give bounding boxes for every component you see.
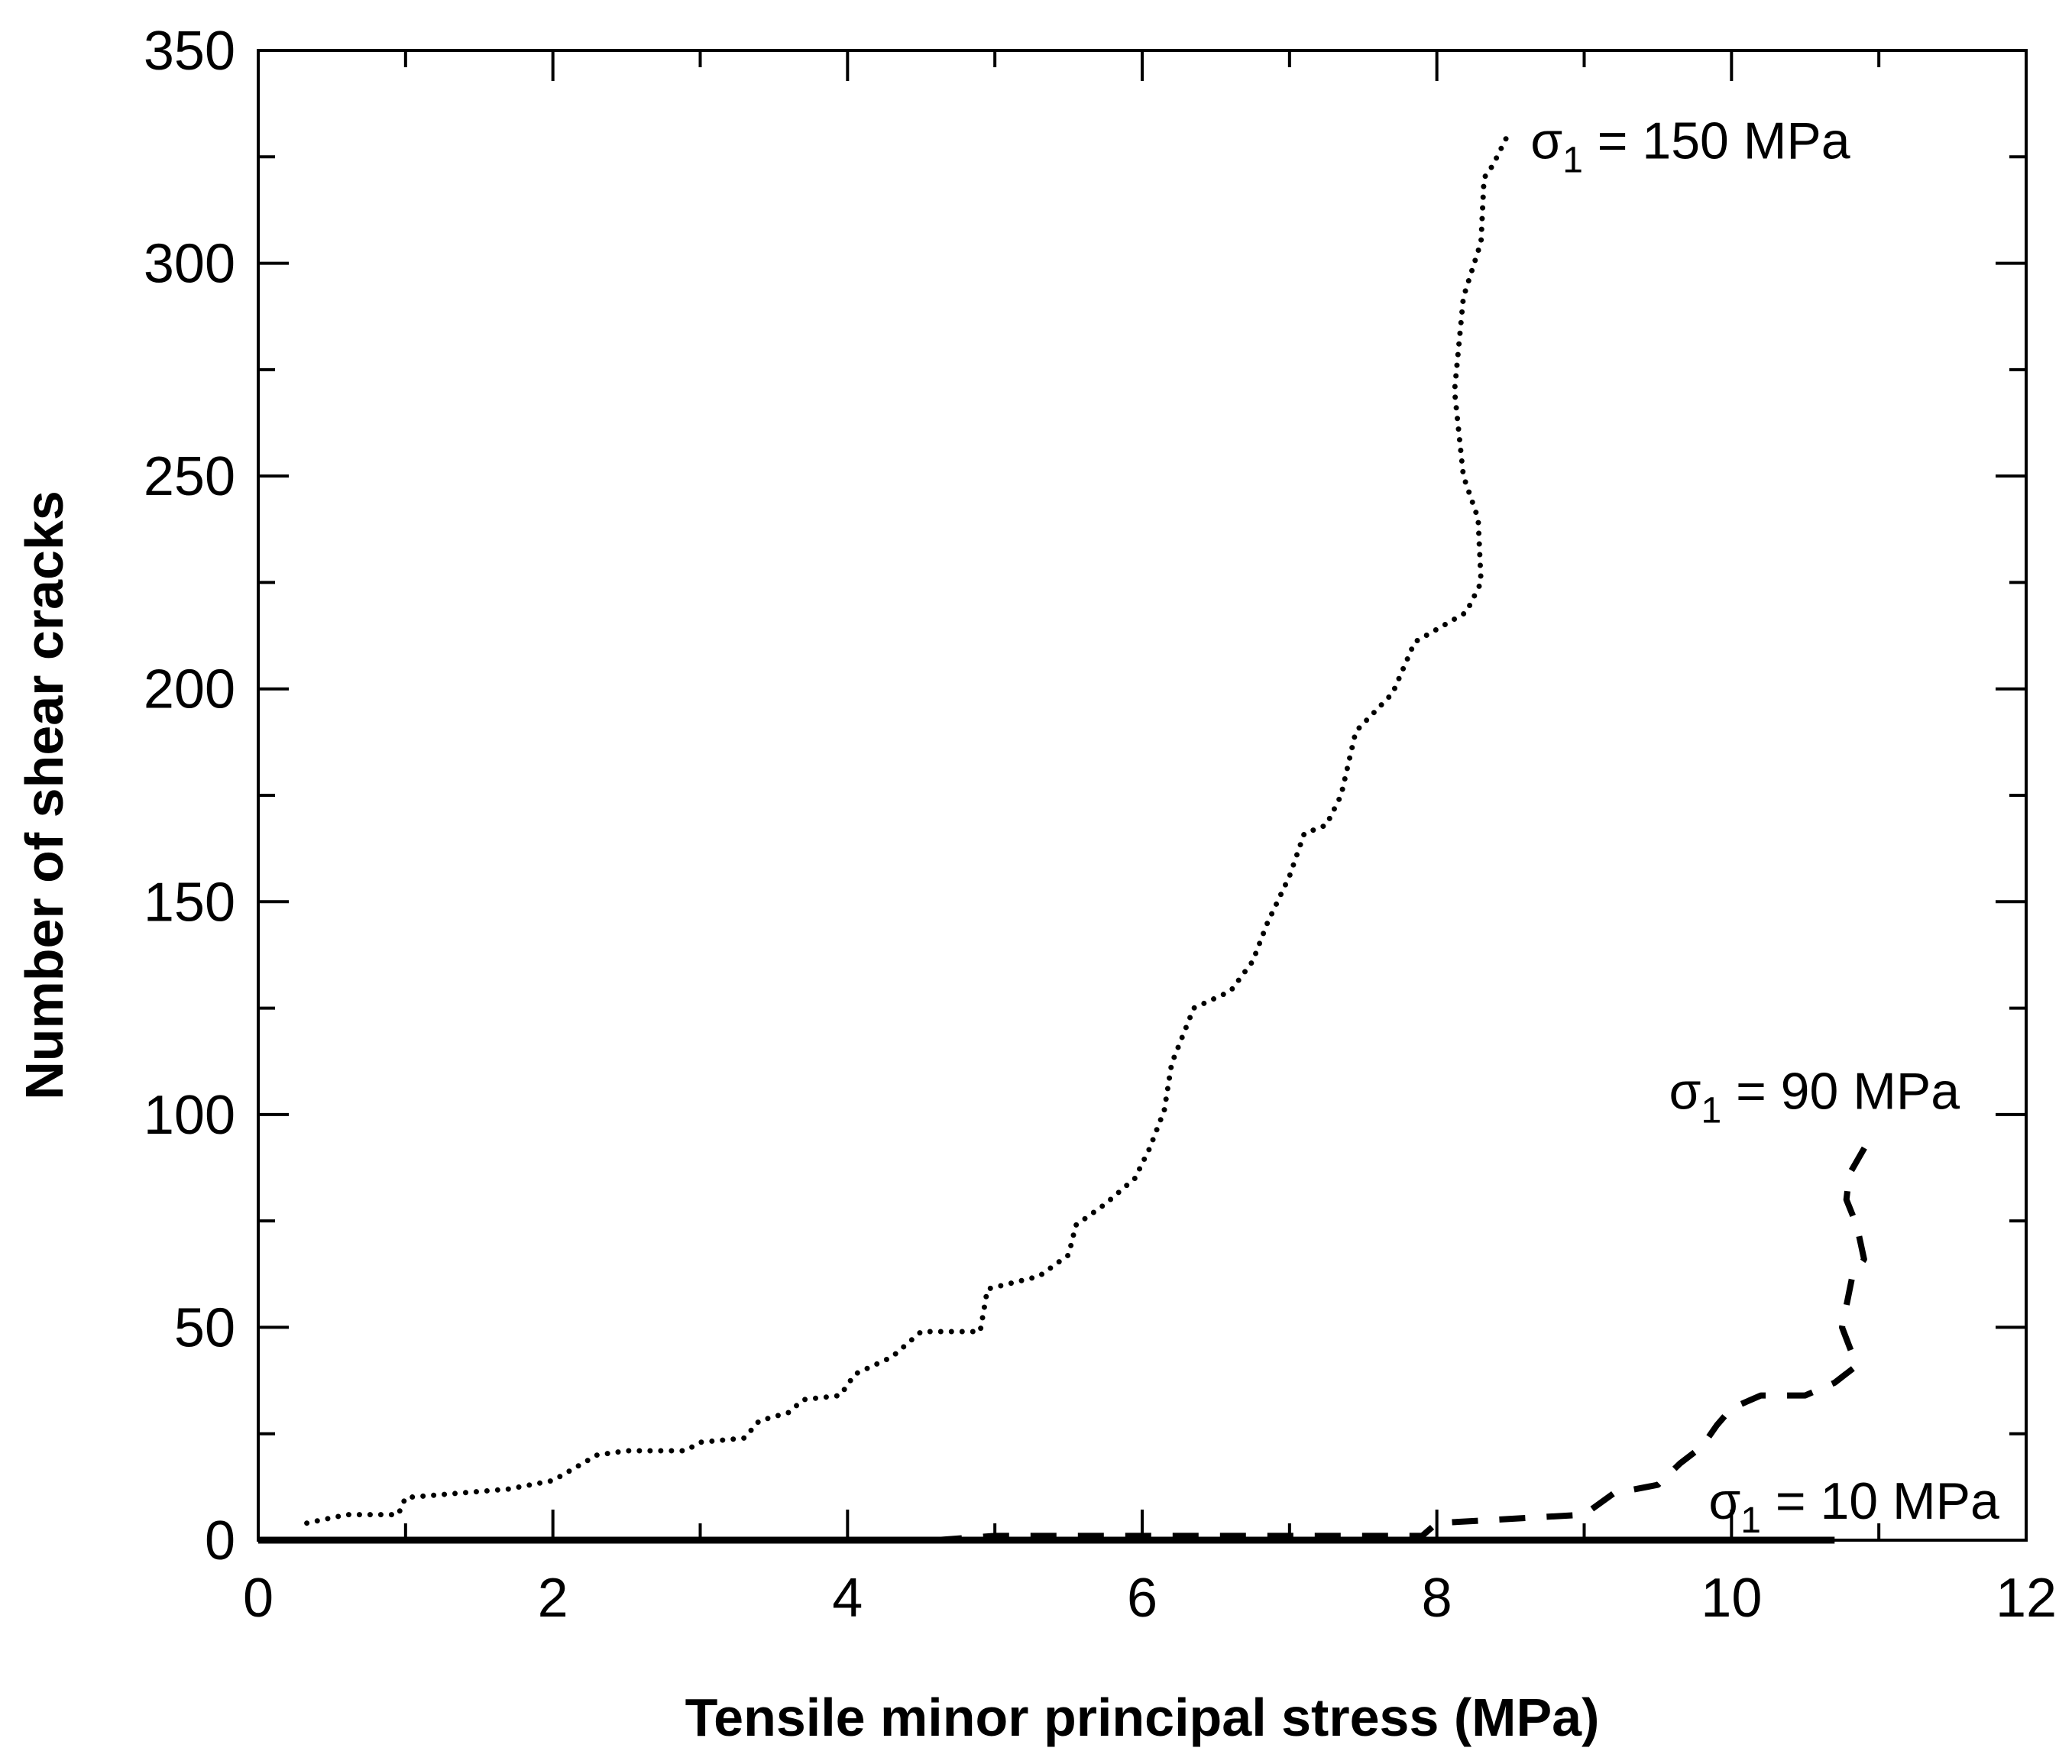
series-label: σ1 = 10 MPa — [1708, 1472, 1999, 1541]
x-tick-label: 4 — [832, 1568, 863, 1629]
data-point — [1849, 1173, 1850, 1174]
y-tick-label: 200 — [144, 659, 235, 720]
series-label: σ1 = 150 MPa — [1530, 112, 1850, 180]
data-point — [1466, 612, 1467, 613]
data-point — [1355, 731, 1356, 732]
data-point — [1392, 693, 1393, 694]
x-tick-label: 10 — [1701, 1568, 1762, 1629]
x-tick-label: 6 — [1127, 1568, 1157, 1629]
y-axis-title: Number of shear cracks — [15, 490, 74, 1100]
y-tick-label: 50 — [174, 1297, 235, 1358]
series-label: σ1 = 90 MPa — [1669, 1063, 1960, 1131]
data-point — [1852, 1276, 1853, 1277]
plot-frame — [257, 49, 2028, 1542]
x-tick-label: 12 — [1996, 1568, 2057, 1629]
x-tick-label: 2 — [538, 1568, 568, 1629]
x-tick-label: 0 — [243, 1568, 274, 1629]
series-line-dotted — [304, 132, 1510, 1526]
data-point — [398, 1514, 399, 1515]
data-point — [1701, 1446, 1702, 1447]
tick-labels: 0 2 4 6 8 10 12 0 50 100 150 200 250 300 350 — [144, 21, 2057, 1629]
data-point — [1507, 135, 1508, 136]
data-point — [1871, 1135, 1872, 1136]
y-tick-label: 350 — [144, 21, 235, 82]
data-point — [1039, 1276, 1040, 1277]
data-point — [1731, 1408, 1732, 1409]
data-point — [1326, 825, 1327, 826]
data-point — [405, 1497, 406, 1498]
data-point — [685, 1451, 686, 1452]
series-line-dashed — [935, 1134, 1874, 1543]
data-point — [1463, 476, 1464, 477]
data-point — [1454, 390, 1455, 391]
x-tick-label: 8 — [1422, 1568, 1452, 1629]
data-point — [1463, 297, 1464, 298]
data-point — [1171, 1063, 1172, 1064]
axis-ticks — [257, 49, 2028, 1542]
data-point — [1105, 1203, 1106, 1204]
y-tick-label: 100 — [144, 1085, 235, 1146]
y-tick-label: 300 — [144, 234, 235, 295]
series-layer — [258, 132, 1874, 1544]
data-point — [1584, 1514, 1585, 1515]
y-tick-label: 0 — [205, 1510, 235, 1571]
x-axis-title: Tensile minor principal stress (MPa) — [685, 1688, 1600, 1747]
y-tick-label: 150 — [144, 872, 235, 933]
data-point — [1341, 795, 1342, 796]
series-labels: σ1 = 150 MPa σ1 = 90 MPa σ1 = 10 MPa — [1530, 112, 1999, 1541]
y-tick-label: 250 — [144, 446, 235, 507]
